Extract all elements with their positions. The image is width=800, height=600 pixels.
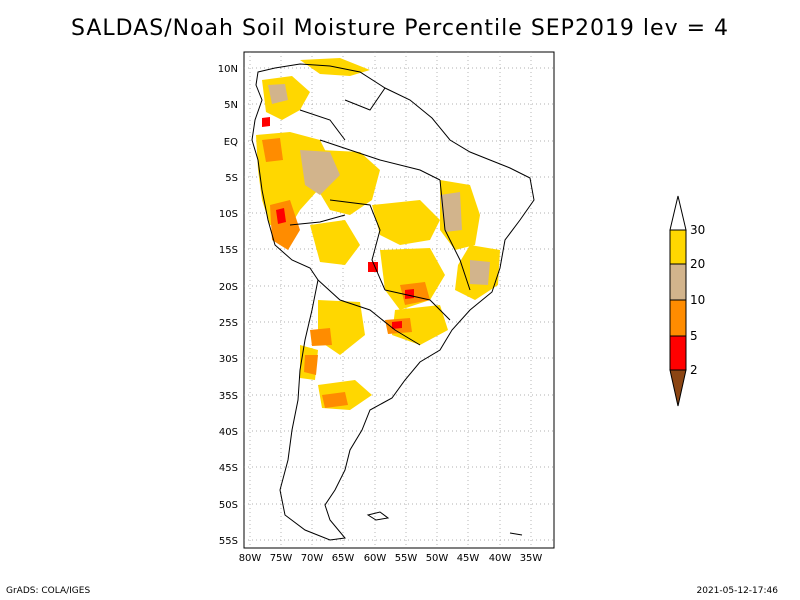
legend-label: 5 (690, 329, 698, 343)
continent-outline (251, 63, 535, 541)
longitude-labels: 80W 75W 70W 65W 60W 55W 50W 45W 40W 35W (239, 553, 543, 564)
colorbar-above-30 (669, 195, 687, 231)
colorbar-below-2 (669, 369, 687, 407)
colorbar-20-30 (669, 229, 687, 265)
lat-label: 20S (219, 282, 238, 293)
lat-label: 40S (219, 427, 238, 438)
lat-label: 10S (219, 209, 238, 220)
lat-label: 30S (219, 354, 238, 365)
lat-label: 50S (219, 500, 238, 511)
colorbar-2-5 (669, 335, 687, 371)
legend-label: 30 (690, 223, 705, 237)
lat-label: 55S (219, 536, 238, 547)
lon-label: 60W (364, 553, 387, 564)
colorbar-10-20 (669, 263, 687, 301)
lat-label: 35S (219, 391, 238, 402)
lon-label: 45W (457, 553, 480, 564)
footer-timestamp: 2021-05-12-17:46 (696, 586, 779, 596)
legend-label: 2 (690, 363, 698, 377)
lon-label: 75W (270, 553, 293, 564)
lon-label: 70W (301, 553, 324, 564)
lat-label: 5N (224, 100, 238, 111)
lat-label: 5S (225, 173, 238, 184)
lon-label: 80W (239, 553, 262, 564)
legend-label: 10 (690, 293, 705, 307)
lat-label: 15S (219, 245, 238, 256)
lat-label: 10N (218, 64, 238, 75)
lat-label: 25S (219, 318, 238, 329)
latitude-labels: 10N 5N EQ 5S 10S 15S 20S 25S 30S 35S 40S… (218, 64, 238, 547)
lon-label: 55W (395, 553, 418, 564)
legend-label: 20 (690, 257, 705, 271)
lat-label: EQ (224, 137, 238, 148)
lon-label: 35W (520, 553, 543, 564)
lat-label: 45S (219, 463, 238, 474)
footer-credit: GrADS: COLA/IGES (6, 586, 91, 596)
map-title: SALDAS/Noah Soil Moisture Percentile SEP… (70, 16, 730, 41)
lon-label: 65W (332, 553, 355, 564)
colorbar-legend: 30 20 10 5 2 (669, 195, 705, 407)
colorbar-5-10 (669, 299, 687, 337)
lon-label: 50W (426, 553, 449, 564)
lon-label: 40W (489, 553, 512, 564)
soil-moisture-shading (256, 58, 500, 410)
